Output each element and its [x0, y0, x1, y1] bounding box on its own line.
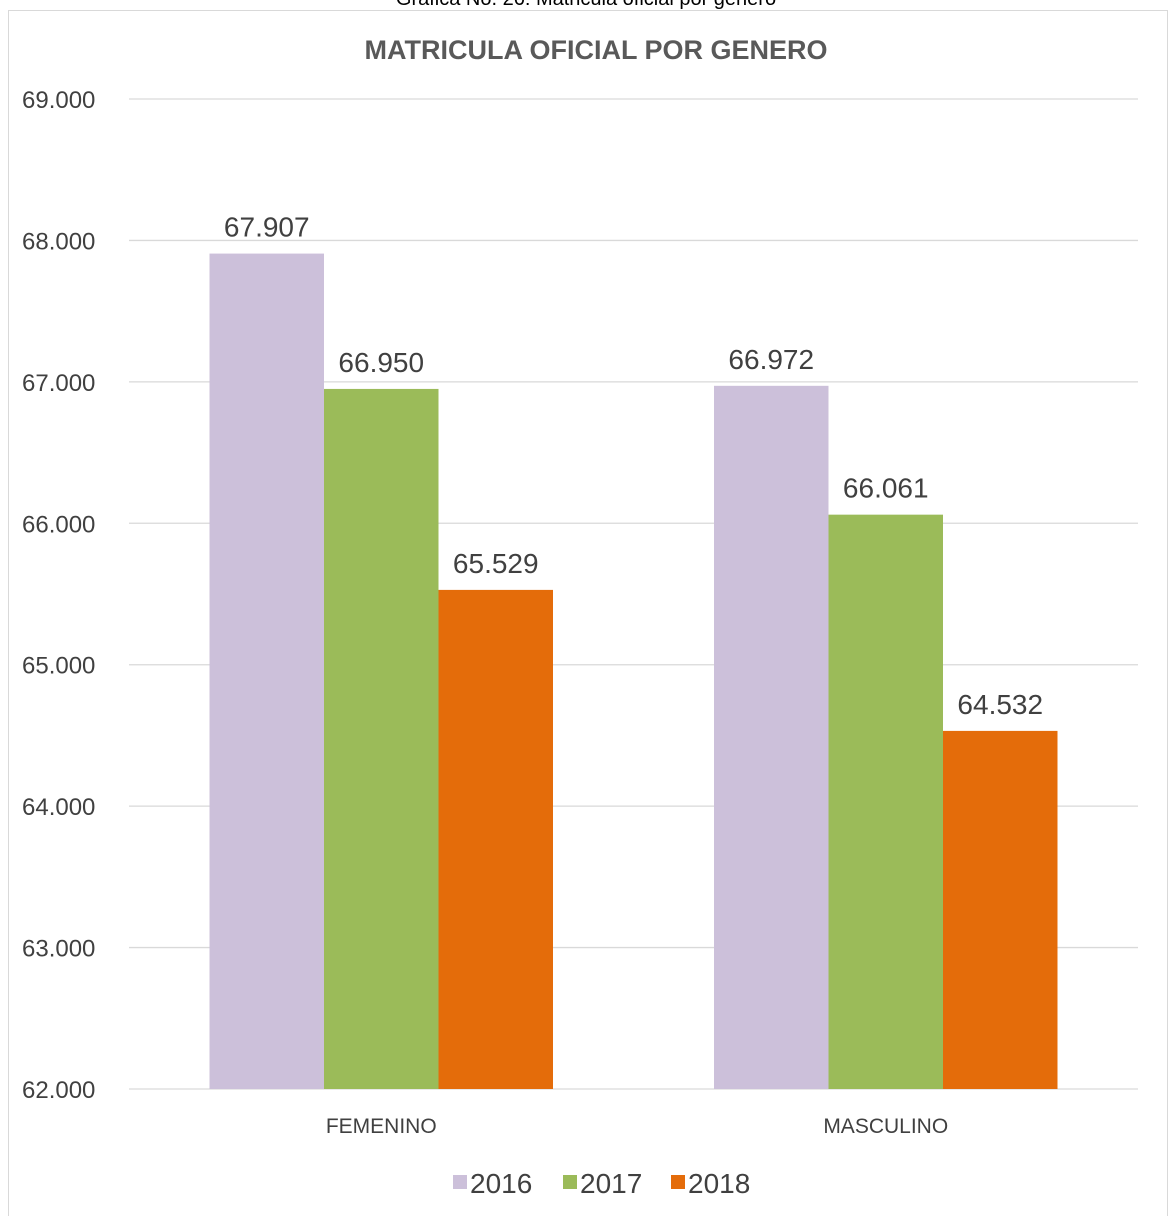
y-tick-label: 69.000 [22, 87, 95, 114]
x-axis-categories: FEMENINO MASCULINO [326, 1115, 948, 1138]
data-label: 64.532 [957, 689, 1043, 720]
x-category-label: MASCULINO [823, 1115, 948, 1138]
legend-label: 2018 [688, 1168, 750, 1199]
y-tick-label: 65.000 [22, 653, 95, 680]
y-tick-label: 67.000 [22, 370, 95, 397]
y-axis-ticks: 62.000 63.000 64.000 65.000 66.000 67.000 68.0… [22, 87, 95, 1104]
legend: 2016 2017 2018 [453, 1168, 750, 1199]
figure-caption: Grafica No. 26: Matricula oficial por ge… [0, 0, 1172, 11]
legend-swatch [453, 1175, 467, 1189]
bar-2018-masculino [943, 730, 1058, 1089]
legend-label: 2017 [580, 1168, 642, 1199]
bar-2017-masculino [828, 514, 943, 1089]
legend-label: 2016 [470, 1168, 532, 1199]
data-label: 66.972 [728, 344, 814, 375]
bar-2016-masculino [714, 385, 829, 1089]
data-label: 65.529 [453, 548, 539, 579]
y-tick-label: 63.000 [22, 936, 95, 963]
data-label: 66.061 [843, 473, 929, 504]
bar-2016-femenino [209, 253, 324, 1089]
y-tick-label: 66.000 [22, 511, 95, 538]
chart-frame [8, 10, 1168, 1216]
x-category-label: FEMENINO [326, 1115, 437, 1138]
y-tick-label: 64.000 [22, 794, 95, 821]
y-tick-label: 62.000 [22, 1077, 95, 1104]
legend-swatch [671, 1175, 685, 1189]
bars [209, 253, 1058, 1089]
data-label: 66.950 [338, 347, 424, 378]
data-labels: 67.907 66.950 65.529 66.972 66.061 64.532 [224, 212, 1043, 720]
legend-swatch [563, 1175, 577, 1189]
y-tick-label: 68.000 [22, 228, 95, 255]
data-label: 67.907 [224, 212, 310, 243]
bar-2018-femenino [438, 589, 553, 1089]
bar-2017-femenino [324, 388, 439, 1089]
chart-title: MATRICULA OFICIAL POR GENERO [365, 35, 828, 65]
